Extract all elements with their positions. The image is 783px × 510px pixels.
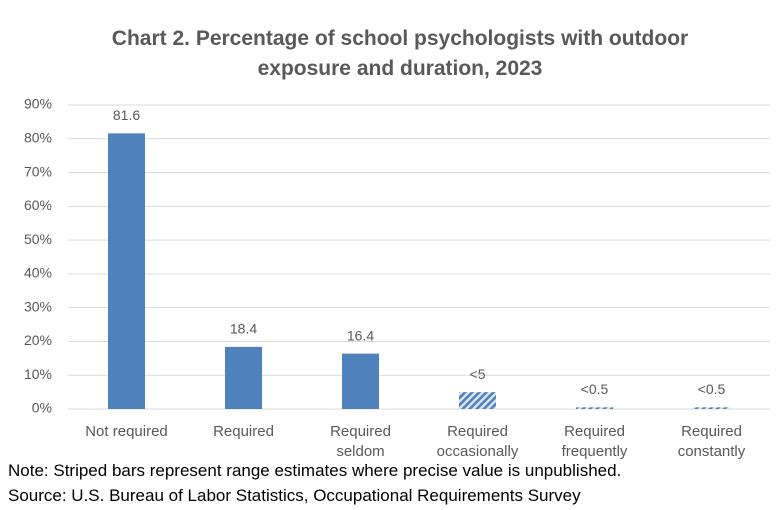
data-label: 18.4 bbox=[230, 321, 257, 337]
x-tick-label: Required frequently bbox=[561, 423, 628, 460]
y-tick-label: 70% bbox=[24, 163, 52, 179]
x-tick-label: Required bbox=[213, 423, 274, 440]
data-label: <5 bbox=[470, 366, 486, 382]
y-tick-label: 30% bbox=[24, 298, 52, 314]
bar bbox=[108, 133, 145, 409]
x-tick-label: Required seldom bbox=[330, 423, 391, 460]
y-tick-label: 0% bbox=[32, 400, 52, 416]
bar bbox=[225, 346, 262, 409]
data-label: <0.5 bbox=[698, 381, 726, 397]
y-tick-label: 20% bbox=[24, 332, 52, 348]
bar bbox=[459, 392, 496, 409]
data-label: 16.4 bbox=[347, 327, 374, 343]
bar bbox=[342, 353, 379, 409]
note: Note: Striped bars represent range estim… bbox=[8, 461, 622, 480]
y-tick-label: 80% bbox=[24, 129, 52, 145]
y-tick-label: 60% bbox=[24, 197, 52, 213]
x-tick-label: Required occasionally bbox=[436, 423, 519, 460]
x-tick-label: Required constantly bbox=[677, 423, 746, 460]
data-label: <0.5 bbox=[581, 381, 609, 397]
y-tick-label: 40% bbox=[24, 265, 52, 281]
bar bbox=[693, 407, 730, 409]
y-tick-label: 90% bbox=[24, 96, 52, 112]
y-tick-label: 10% bbox=[24, 366, 52, 382]
source: Source: U.S. Bureau of Labor Statistics,… bbox=[8, 486, 581, 505]
data-label: 81.6 bbox=[113, 107, 140, 123]
chart-title: Chart 2. Percentage of school psychologi… bbox=[111, 27, 689, 80]
y-tick-label: 50% bbox=[24, 231, 52, 247]
x-tick-label: Not required bbox=[85, 423, 168, 440]
bar bbox=[576, 407, 613, 409]
